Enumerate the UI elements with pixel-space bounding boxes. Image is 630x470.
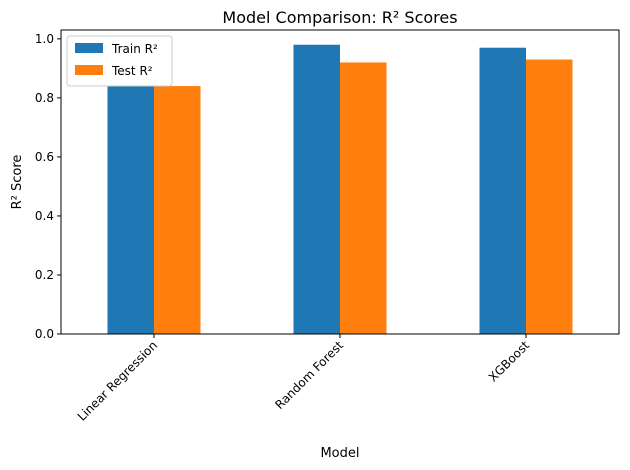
bar-test-2 (526, 59, 573, 335)
bar-test-0 (154, 86, 201, 334)
bar-train-2 (479, 47, 526, 334)
legend-label-test: Test R² (111, 64, 153, 78)
y-tick-label: 0.0 (35, 327, 54, 341)
y-tick-label: 0.6 (35, 150, 54, 164)
bar-test-1 (340, 62, 387, 335)
y-tick-label: 0.4 (35, 209, 54, 223)
x-axis-label: Model (320, 446, 359, 461)
y-tick-label: 0.8 (35, 91, 54, 105)
y-tick-label: 0.2 (35, 268, 54, 282)
x-tick-label: XGBoost (486, 338, 532, 384)
y-axis: 0.0 0.2 0.4 0.6 0.8 1.0 (35, 32, 61, 341)
bar-train-0 (107, 86, 154, 334)
y-axis-label: R² Score (10, 155, 25, 210)
x-axis: Linear Regression Random Forest XGBoost (75, 334, 532, 424)
legend-swatch-train (75, 43, 103, 53)
x-tick-label: Random Forest (272, 338, 346, 412)
x-tick-label: Linear Regression (75, 338, 160, 423)
bars-group (107, 44, 573, 335)
legend: Train R² Test R² (66, 35, 173, 87)
bar-train-1 (293, 44, 340, 334)
legend-label-train: Train R² (111, 42, 158, 56)
chart-title: Model Comparison: R² Scores (222, 8, 457, 27)
legend-swatch-test (75, 65, 103, 75)
y-tick-label: 1.0 (35, 32, 54, 46)
